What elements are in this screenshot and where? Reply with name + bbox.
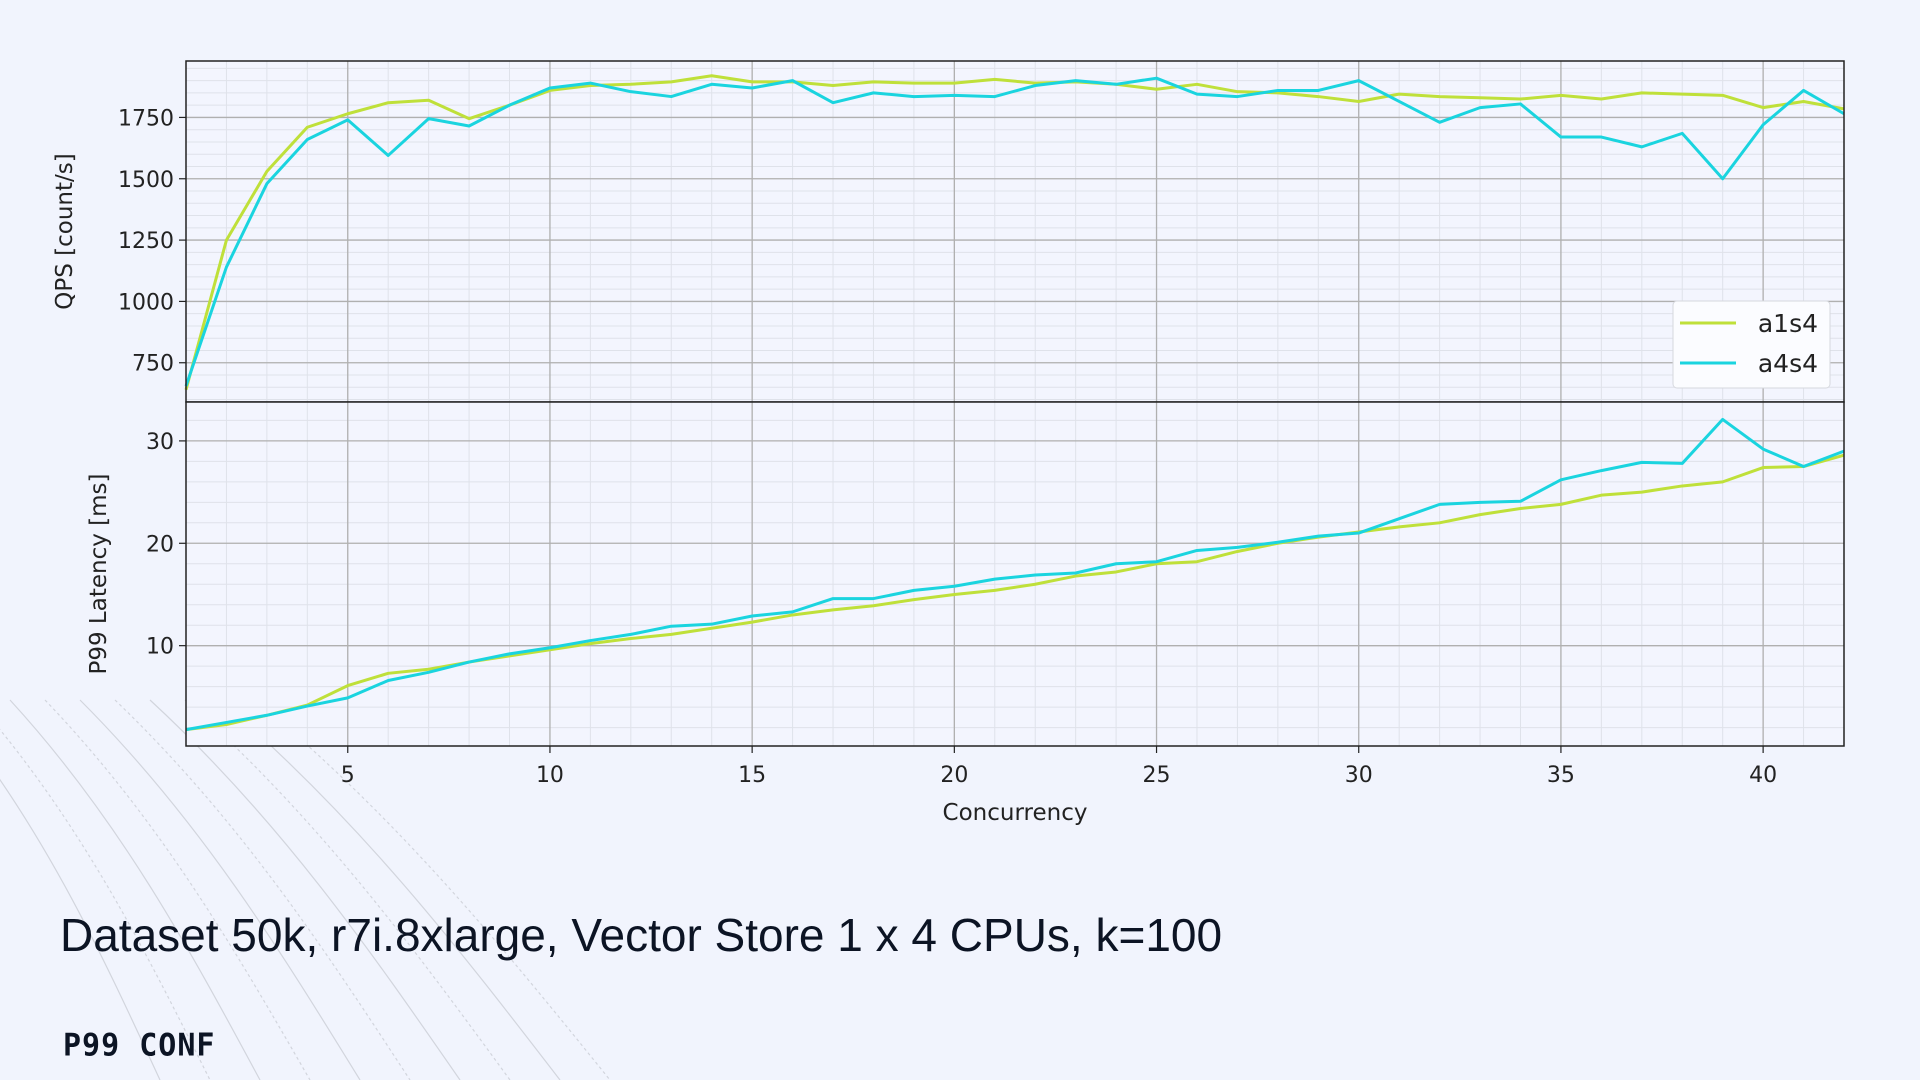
background-curve — [0, 728, 211, 1080]
y-tick-label: 20 — [146, 532, 174, 557]
y-tick-label: 1250 — [118, 229, 174, 254]
background-curve — [184, 699, 511, 1080]
x-tick-label: 40 — [1749, 763, 1777, 788]
x-tick-label: 20 — [940, 763, 968, 788]
slide-caption: Dataset 50k, r7i.8xlarge, Vector Store 1… — [60, 909, 1223, 961]
legend: a1s4 a4s4 — [1672, 300, 1831, 389]
panel-bottom: 10 20 30 P99 Latency [ms] 5 10 15 20 25 30 35 40 Con… — [86, 401, 1845, 826]
plot-frame — [185, 401, 1845, 747]
background-curve — [0, 778, 161, 1080]
plot-area — [186, 402, 1844, 746]
background-curve — [219, 699, 561, 1080]
y-tick-label: 30 — [146, 430, 174, 455]
legend-label-a4s4: a4s4 — [1758, 349, 1818, 378]
x-tick-label: 25 — [1143, 763, 1171, 788]
legend-label-a1s4: a1s4 — [1758, 309, 1818, 338]
y-tick-label: 1750 — [118, 106, 174, 131]
p99-conf-logo: P99 CONF — [63, 1027, 216, 1064]
background-curve — [79, 699, 361, 1080]
background-curve — [254, 699, 611, 1080]
series-line-a4s4 — [185, 417, 1845, 732]
x-tick-label: 35 — [1547, 763, 1575, 788]
panel-top: 750 1000 1250 1500 1750 QPS [count/s] a1s4 a4s4 — [52, 60, 1845, 403]
x-tick-label: 5 — [341, 763, 355, 788]
background-curve — [9, 699, 261, 1080]
y-axis-label: P99 Latency [ms] — [86, 473, 112, 674]
y-tick-label: 10 — [146, 635, 174, 660]
series-line-a4s4 — [184, 76, 1845, 387]
background-curve — [114, 699, 411, 1080]
series-line-a1s4 — [184, 74, 1845, 391]
y-axis-label: QPS [count/s] — [52, 153, 78, 309]
y-tick-label: 1000 — [118, 290, 174, 315]
x-tick-label: 15 — [738, 763, 766, 788]
x-tick-label: 30 — [1345, 763, 1373, 788]
background-curve — [149, 699, 461, 1080]
y-tick-label: 1500 — [118, 168, 174, 193]
x-axis-label: Concurrency — [943, 800, 1088, 826]
background-curve — [44, 699, 311, 1080]
x-tick-label: 10 — [536, 763, 564, 788]
y-tick-label: 750 — [132, 352, 174, 377]
